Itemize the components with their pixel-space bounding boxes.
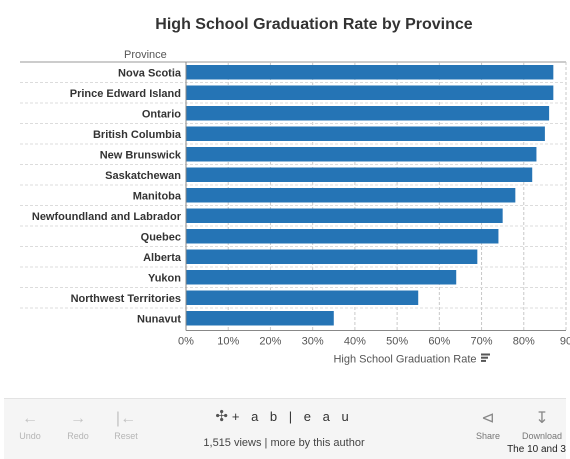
reset-label: Reset	[114, 431, 138, 441]
tableau-logo: ✣ + a b | e a u	[174, 407, 394, 425]
x-tick-label: 30%	[302, 336, 324, 348]
download-icon: ↧	[535, 410, 549, 427]
category-label: British Columbia	[93, 129, 182, 141]
bar-chart: Province 0% 10% 20% 30% 40% 50% 60% 70% 80% 90 Nova…	[20, 49, 570, 366]
x-tick-label: 20%	[259, 336, 281, 348]
category-label: Prince Edward Island	[70, 88, 181, 100]
x-tick-label: 80%	[513, 336, 535, 348]
undo-arrow-icon: ←	[22, 410, 38, 427]
tableau-logo-icon: ✣	[215, 408, 228, 425]
category-label: Saskatchewan	[105, 170, 181, 182]
x-tick-label: 10%	[217, 336, 239, 348]
bar	[186, 311, 334, 326]
views-text[interactable]: 1,515 views | more by this author	[203, 437, 365, 449]
category-label: Yukon	[148, 272, 181, 284]
tableau-wordmark: + a b | e a u	[231, 409, 353, 424]
download-button[interactable]: ↧ Download	[520, 409, 564, 441]
download-label: Download	[521, 431, 563, 441]
bar	[186, 167, 533, 182]
chart-title: High School Graduation Rate by Province	[155, 16, 473, 33]
x-tick-label: 90	[560, 336, 570, 348]
bar	[186, 126, 545, 141]
category-label: Ontario	[142, 108, 181, 120]
tableau-branding[interactable]: ✣ + a b | e a u 1,515 views | more by thi…	[174, 407, 394, 449]
undo-button[interactable]: ← Undo	[8, 409, 52, 441]
bar	[186, 65, 554, 80]
sort-icon[interactable]	[481, 353, 490, 362]
reset-button[interactable]: |← Reset	[104, 409, 148, 441]
category-label: New Brunswick	[100, 149, 182, 161]
undo-label: Undo	[19, 431, 41, 441]
category-label: Quebec	[141, 231, 181, 243]
category-axis-label: Province	[124, 49, 167, 61]
tableau-toolbar: ← Undo → Redo |← Reset ✣ + a b | e a u 1,…	[4, 398, 566, 459]
sort-icon-bar	[481, 353, 490, 356]
bar	[186, 147, 537, 162]
redo-button[interactable]: → Redo	[56, 409, 100, 441]
bar	[186, 249, 478, 264]
category-label: Nova Scotia	[118, 67, 182, 79]
x-tick-label: 70%	[471, 336, 493, 348]
share-icon: ⊲	[481, 410, 495, 427]
redo-arrow-icon: →	[70, 410, 86, 427]
category-label: Nunavut	[137, 313, 181, 325]
x-tick-label: 40%	[344, 336, 366, 348]
x-tick-label: 50%	[386, 336, 408, 348]
category-label: Alberta	[143, 252, 182, 264]
redo-label: Redo	[67, 431, 89, 441]
bar	[186, 85, 554, 100]
x-tick-label: 0%	[178, 336, 194, 348]
reset-icon: |←	[115, 410, 137, 427]
bar	[186, 208, 503, 223]
bar	[186, 106, 550, 121]
bar	[186, 188, 516, 203]
bar	[186, 270, 457, 285]
sort-icon-bar	[481, 359, 486, 362]
x-tick-label: 60%	[428, 336, 450, 348]
bar	[186, 229, 499, 244]
category-label: Northwest Territories	[71, 293, 181, 305]
sort-icon-bar	[481, 356, 488, 359]
image-caption: The 10 and 3	[507, 444, 566, 455]
x-axis-title: High School Graduation Rate	[333, 354, 476, 366]
category-label: Manitoba	[133, 190, 182, 202]
share-label: Share	[475, 431, 501, 441]
bar	[186, 290, 419, 305]
share-button[interactable]: ⊲ Share	[466, 409, 510, 441]
category-label: Newfoundland and Labrador	[32, 211, 182, 223]
